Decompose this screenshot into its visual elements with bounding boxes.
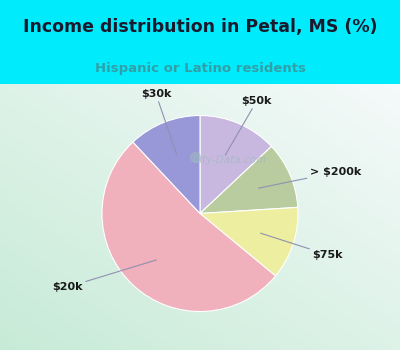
Wedge shape [200,207,298,276]
Text: Hispanic or Latino residents: Hispanic or Latino residents [94,62,306,75]
Text: Income distribution in Petal, MS (%): Income distribution in Petal, MS (%) [23,18,377,36]
Text: City-Data.com: City-Data.com [192,155,266,164]
Wedge shape [133,116,200,214]
Wedge shape [200,116,272,214]
Text: $75k: $75k [260,233,343,260]
Text: > $200k: > $200k [258,167,361,188]
Text: $30k: $30k [141,89,176,154]
Wedge shape [102,142,276,312]
Text: $20k: $20k [52,260,156,292]
Wedge shape [200,146,298,214]
Text: $50k: $50k [225,96,272,155]
